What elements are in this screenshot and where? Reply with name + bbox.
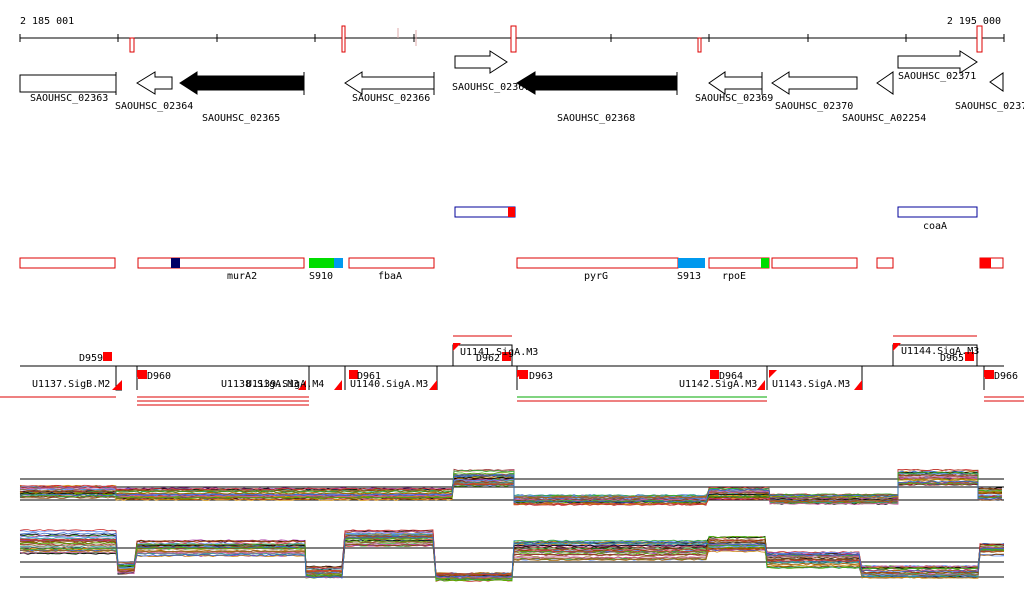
feature-box[interactable] (771, 257, 858, 269)
unit-label[interactable]: U1138.SigA.M3 (221, 379, 299, 390)
unit-label[interactable]: U1143.SigA.M3 (772, 379, 850, 390)
breakpoint-label[interactable]: D963 (529, 371, 553, 382)
feature-label: murA2 (227, 271, 257, 282)
gene-arrow (708, 71, 763, 95)
feature-fbaA[interactable] (348, 257, 435, 269)
ruler-ticks (19, 34, 1005, 42)
gene-arrow (516, 71, 678, 95)
unit-label[interactable]: U1140.SigA.M3 (350, 379, 428, 390)
feature-label: pyrG (584, 271, 608, 282)
gene-SAOUHSC_02365[interactable]: SAOUHSC_02365 (179, 71, 305, 124)
gene-arrow (897, 50, 978, 74)
feature-rpoE[interactable] (708, 257, 770, 269)
breakpoint-label[interactable]: D961 (357, 371, 381, 382)
ruler-start-label: 2 185 001 (20, 16, 74, 27)
gene-label: SAOUHSC_02371 (898, 71, 976, 82)
gene-label: SAOUHSC_A02254 (842, 113, 926, 124)
breakpoint-label[interactable]: D962 (476, 353, 500, 364)
transcription-unit-track: U1137.SigB.M2 U1138.SigA.M3 U1139.SigA.M… (0, 335, 1024, 406)
feature-box[interactable] (454, 206, 516, 218)
gene-label: SAOUHSC_02363 (30, 93, 108, 104)
promoter-flags (112, 343, 992, 390)
gene-arrow (989, 72, 1004, 92)
breakpoint-label[interactable]: D960 (147, 371, 171, 382)
feature-label: coaA (923, 221, 947, 232)
gene-label: SAOUHSC_02370 (775, 101, 853, 112)
gene-label: SAOUHSC_02365 (202, 113, 280, 124)
expression-profiles-reverse (19, 528, 1005, 582)
gene-arrow (344, 71, 435, 95)
unit-label[interactable]: U1144.SigA.M3 (901, 346, 979, 357)
feature-blue-block (334, 258, 343, 268)
gene-label: SAOUHSC_02368 (557, 113, 635, 124)
gene-arrow (454, 50, 508, 74)
coverage-ranges (0, 335, 1024, 406)
feature-green-block (761, 258, 769, 268)
gene-arrow (771, 71, 858, 95)
gene-SAOUHSC_0237[interactable]: SAOUHSC_0237 (955, 72, 1024, 112)
expression-profile-line (19, 532, 1004, 579)
feature-murA2[interactable] (137, 257, 305, 269)
gene-arrow (19, 74, 117, 93)
gene-SAOUHSC_02368[interactable]: SAOUHSC_02368 (516, 71, 678, 124)
gene-SAOUHSC_02370[interactable]: SAOUHSC_02370 (771, 71, 858, 112)
feature-S913-block[interactable] (678, 258, 705, 268)
gene-track: SAOUHSC_02363 SAOUHSC_02364 SAOUHSC_0236… (19, 50, 1024, 124)
unit-label[interactable]: U1141.SigA.M3 (460, 347, 538, 358)
expression-profile-line (19, 537, 1005, 581)
gene-label: SAOUHSC_0237 (955, 101, 1024, 112)
feature-box[interactable] (19, 257, 116, 269)
breakpoint-label[interactable]: D965 (940, 353, 964, 364)
expression-profile-line (19, 474, 1003, 503)
feature-coaA[interactable] (897, 206, 978, 218)
unit-label[interactable]: U1139.SigA.M4 (246, 379, 324, 390)
breakpoint-label[interactable]: D966 (994, 371, 1018, 382)
unit-label[interactable]: U1142.SigA.M3 (679, 379, 757, 390)
feature-label: S913 (677, 271, 701, 282)
ruler-markers (129, 25, 983, 53)
gene-label: SAOUHSC_02369 (695, 93, 773, 104)
gene-SAOUHSC_02369[interactable]: SAOUHSC_02369 (695, 71, 773, 104)
gene-SAOUHSC_02364[interactable]: SAOUHSC_02364 (115, 71, 193, 112)
feature-pyrG[interactable] (516, 257, 679, 269)
feature-S910-block[interactable] (309, 258, 334, 268)
gene-label: SAOUHSC_02364 (115, 101, 193, 112)
breakpoint-label[interactable]: D959 (79, 353, 103, 364)
ruler-end-label: 2 195 000 (947, 16, 1001, 27)
gene-arrow (876, 71, 894, 95)
gene-label: SAOUHSC_02367 (452, 82, 530, 93)
unit-brackets (115, 344, 985, 391)
lower-feature-track: murA2 S910 fbaA pyrG S913 rpoE (19, 257, 1004, 282)
expression-panel-reverse (19, 528, 1005, 582)
expression-profiles-forward (19, 468, 1003, 507)
feature-label: fbaA (378, 271, 402, 282)
gene-SAOUHSC_A02254[interactable]: SAOUHSC_A02254 (842, 71, 926, 124)
gene-SAOUHSC_02367[interactable]: SAOUHSC_02367 (452, 50, 530, 93)
gene-SAOUHSC_02371[interactable]: SAOUHSC_02371 (897, 50, 978, 82)
breakpoint-label[interactable]: D964 (719, 371, 743, 382)
feature-label: S910 (309, 271, 333, 282)
coordinate-ruler: 2 185 001 2 195 000 (19, 16, 1005, 53)
feature-label: rpoE (722, 271, 746, 282)
breakpoint-squares (103, 352, 994, 379)
gene-SAOUHSC_02363[interactable]: SAOUHSC_02363 (19, 72, 117, 104)
unit-label[interactable]: U1137.SigB.M2 (32, 379, 110, 390)
gene-label: SAOUHSC_02366 (352, 93, 430, 104)
feature-box[interactable] (876, 257, 894, 269)
feature-marker (508, 207, 515, 217)
feature-marker-navy (171, 258, 180, 268)
ruler-faint-markers (397, 28, 417, 46)
feature-marker (980, 258, 991, 268)
gene-SAOUHSC_02366[interactable]: SAOUHSC_02366 (344, 71, 435, 104)
expression-panel-forward (19, 468, 1004, 507)
gene-arrow (179, 71, 305, 95)
gene-arrow (136, 71, 173, 95)
upper-feature-track: coaA (454, 206, 978, 232)
